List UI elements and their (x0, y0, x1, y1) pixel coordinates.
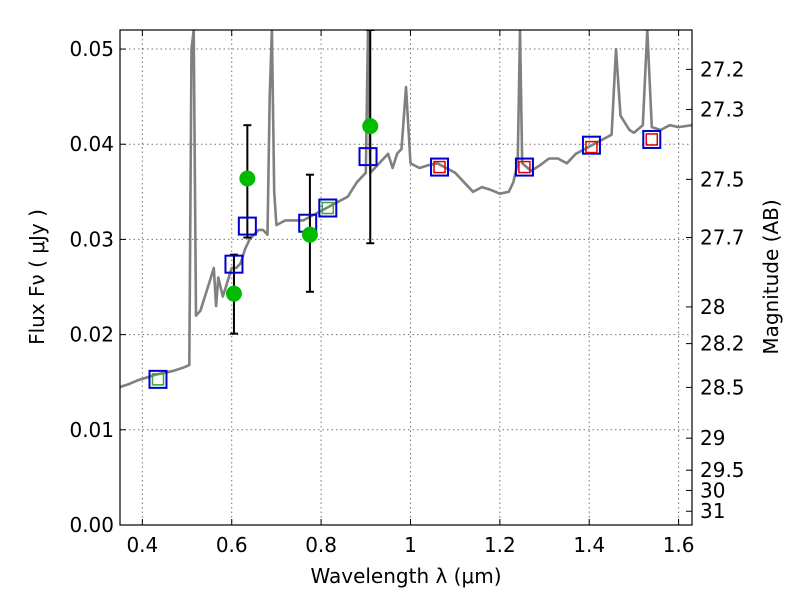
model-square-marker (237, 216, 257, 236)
y2-tick-label: 28.5 (700, 375, 745, 399)
model-square-marker (514, 157, 534, 177)
model-square-marker (148, 369, 168, 389)
spectrum-line (120, 30, 692, 389)
y-tick-label: 0.02 (69, 323, 114, 347)
y-tick-label: 0.04 (69, 132, 114, 156)
y2-axis-label: Magnitude (AB) (759, 199, 783, 354)
plot-frame (119, 29, 693, 526)
y2-tick-label: 31 (700, 499, 725, 523)
model-square-marker (318, 198, 338, 218)
y2-tick-label: 28.2 (700, 332, 745, 356)
y2-tick-label: 27.7 (700, 226, 745, 250)
model-square-marker (224, 254, 244, 274)
x-tick-label: 1.2 (484, 533, 516, 557)
model-square-marker (358, 147, 378, 167)
model-square-marker (642, 129, 662, 149)
y-tick-label: 0.03 (69, 227, 114, 251)
observed-point (239, 170, 256, 187)
observed-point (362, 118, 379, 135)
y2-tick-label: 27.3 (700, 97, 745, 121)
inner-square-marker (151, 373, 165, 386)
y-axis-label: Flux Fν ( μJy ) (25, 209, 49, 345)
model-square-marker (581, 135, 601, 155)
inner-square-marker (518, 160, 531, 174)
x-tick-label: 0.4 (126, 533, 158, 557)
inner-square-marker (585, 140, 598, 154)
tick-layer: 0.4 0.6 0.8 1 1.2 1.4 1.6 0.00 0.01 0.02 0.03 0.04 0… (69, 30, 745, 557)
x-tick-label: 0.8 (305, 533, 337, 557)
y2-tick-label: 27.2 (700, 57, 745, 81)
x-tick-label: 1 (404, 533, 417, 557)
inner-square-marker (433, 160, 446, 174)
model-square-marker (430, 157, 450, 177)
x-tick-label: 0.6 (216, 533, 248, 557)
data-layer (120, 30, 692, 389)
inner-square-marker (645, 133, 659, 146)
y-tick-label: 0.01 (69, 418, 114, 442)
y2-tick-label: 30 (700, 478, 725, 502)
x-tick-label: 1.4 (573, 533, 605, 557)
y2-tick-label: 29.5 (700, 458, 745, 482)
grid-layer (120, 30, 692, 526)
y2-tick-label: 28 (700, 295, 725, 319)
observed-point (301, 226, 318, 243)
observed-point (225, 285, 242, 302)
y2-tick-label: 29 (700, 426, 725, 450)
y-tick-label: 0.00 (69, 513, 114, 537)
inner-square-marker (321, 201, 335, 215)
x-tick-label: 1.6 (663, 533, 695, 557)
y-tick-label: 0.05 (69, 37, 114, 61)
y2-tick-label: 27.5 (700, 167, 745, 191)
x-axis-label: Wavelength λ (μm) (310, 564, 501, 588)
